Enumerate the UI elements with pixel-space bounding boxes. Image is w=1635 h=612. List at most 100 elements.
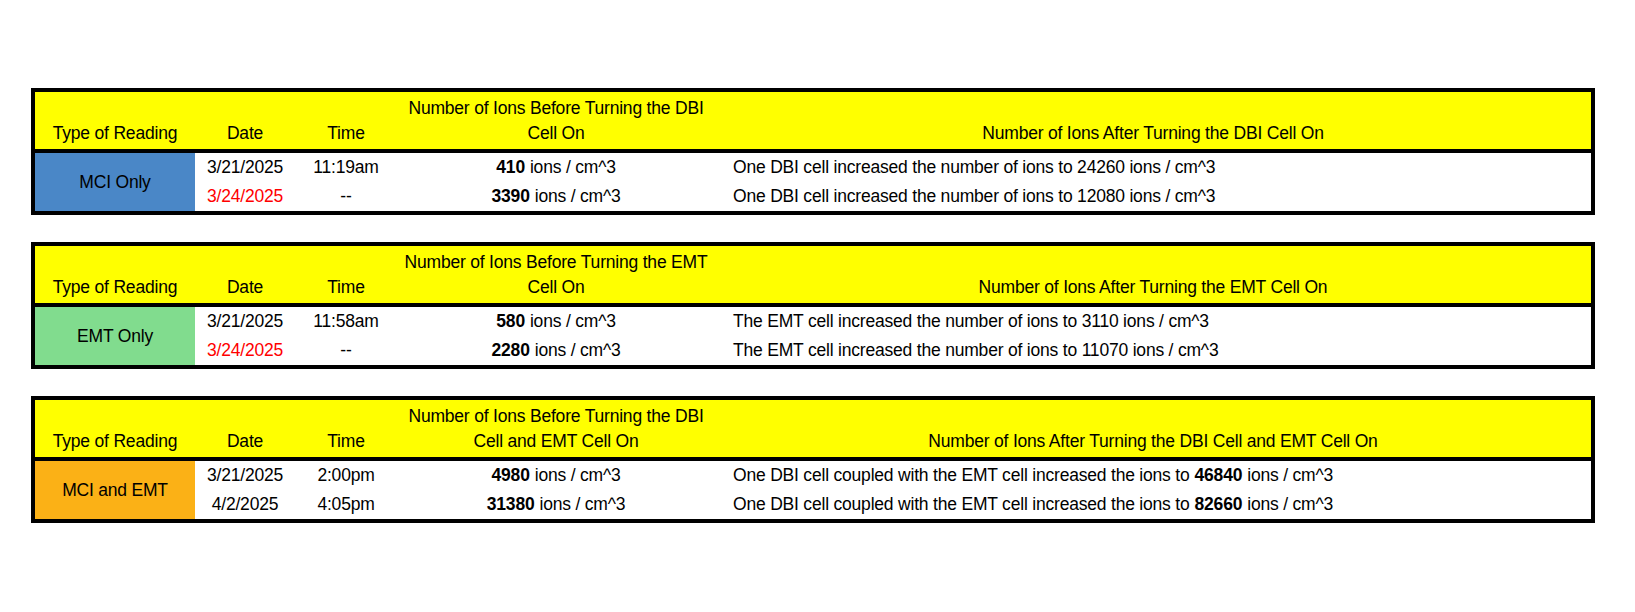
table-mci-header-row: Type of Reading Date Time Number of Ions… [35,92,1591,149]
time-value: -- [340,340,351,361]
before-title-line2: Cell and EMT Cell On [474,429,639,454]
type-cell-mci-only: MCI Only [35,153,195,211]
ions-before-unit: ions / cm^3 [535,186,621,207]
before-title-line1: Number of Ions Before Turning the DBI [408,96,703,121]
ions-after-text: One DBI cell coupled with the EMT cell i… [733,465,1190,486]
ions-after-text: One DBI cell increased the number of ion… [733,186,1215,207]
col-header-type-of-reading: Type of Reading [35,246,195,303]
time-value: 11:58am [313,311,378,332]
date-value: 3/21/2025 [207,311,283,332]
ions-after-text: The EMT cell increased the number of ion… [733,311,1209,332]
col-header-time: Time [295,246,397,303]
after-title: Number of Ions After Turning the DBI Cel… [928,429,1377,454]
col-header-ions-after: Number of Ions After Turning the EMT Cel… [715,246,1591,303]
time-cell: 11:58am [295,307,397,336]
before-title-line2: Cell On [528,275,585,300]
page: Type of Reading Date Time Number of Ions… [0,0,1635,612]
col-header-date: Date [195,246,295,303]
col-header-label: Date [227,275,263,300]
ions-after-text: One DBI cell increased the number of ion… [733,157,1215,178]
date-value: 3/21/2025 [207,465,283,486]
date-cell: 3/21/2025 [195,461,295,490]
type-cell-emt-only: EMT Only [35,307,195,365]
before-title-line1: Number of Ions Before Turning the EMT [405,250,708,275]
ions-before-value: 3390 [492,186,530,207]
col-header-label: Type of Reading [53,121,177,146]
ions-after-cell: The EMT cell increased the number of ion… [715,307,1591,336]
before-title-line1: Number of Ions Before Turning the DBI [408,404,703,429]
col-header-label: Time [327,121,364,146]
col-header-ions-before: Number of Ions Before Turning the DBI Ce… [397,400,715,457]
ions-before-unit: ions / cm^3 [539,494,625,515]
date-cell: 4/2/2025 [195,490,295,519]
table-mci-and-emt: Type of Reading Date Time Number of Ions… [31,396,1595,523]
table-mci-emt-body: MCI and EMT 3/21/2025 2:00pm 4980ions / … [35,457,1591,519]
time-value: 2:00pm [317,465,374,486]
table-emt-body: EMT Only 3/21/2025 11:58am 580ions / cm^… [35,303,1591,365]
ions-before-unit: ions / cm^3 [535,465,621,486]
col-header-label: Type of Reading [53,275,177,300]
ions-after-value: 82660 [1195,494,1243,515]
ions-before-value: 410 [496,157,525,178]
table-mci-body: MCI Only 3/21/2025 11:19am 410ions / cm^… [35,149,1591,211]
col-header-type-of-reading: Type of Reading [35,400,195,457]
col-header-label: Time [327,429,364,454]
table-mci-only: Type of Reading Date Time Number of Ions… [31,88,1595,215]
ions-before-cell: 31380ions / cm^3 [397,490,715,519]
col-header-label: Date [227,121,263,146]
col-header-label: Type of Reading [53,429,177,454]
ions-after-cell: One DBI cell increased the number of ion… [715,153,1591,182]
col-header-date: Date [195,92,295,149]
col-header-ions-after: Number of Ions After Turning the DBI Cel… [715,400,1591,457]
ions-before-cell: 580ions / cm^3 [397,307,715,336]
ions-before-cell: 3390ions / cm^3 [397,182,715,211]
ions-before-unit: ions / cm^3 [530,311,616,332]
ions-before-value: 31380 [487,494,535,515]
time-cell: -- [295,336,397,365]
col-header-label: Time [327,275,364,300]
time-cell: 4:05pm [295,490,397,519]
before-title-line2: Cell On [528,121,585,146]
ions-after-cell: One DBI cell increased the number of ion… [715,182,1591,211]
ions-after-text: One DBI cell coupled with the EMT cell i… [733,494,1190,515]
ions-before-unit: ions / cm^3 [530,157,616,178]
ions-before-unit: ions / cm^3 [535,340,621,361]
ions-after-unit: ions / cm^3 [1247,465,1333,486]
ions-before-cell: 410ions / cm^3 [397,153,715,182]
ions-before-cell: 2280ions / cm^3 [397,336,715,365]
col-header-label: Date [227,429,263,454]
date-cell: 3/24/2025 [195,182,295,211]
type-cell-mci-and-emt: MCI and EMT [35,461,195,519]
date-value: 3/24/2025 [207,186,283,207]
date-cell: 3/21/2025 [195,307,295,336]
col-header-time: Time [295,92,397,149]
date-cell: 3/24/2025 [195,336,295,365]
ions-before-value: 2280 [492,340,530,361]
ions-before-value: 4980 [492,465,530,486]
after-title: Number of Ions After Turning the EMT Cel… [979,275,1328,300]
type-label: MCI Only [79,172,150,193]
date-cell: 3/21/2025 [195,153,295,182]
date-value: 3/24/2025 [207,340,283,361]
ions-after-cell: The EMT cell increased the number of ion… [715,336,1591,365]
ions-after-cell: One DBI cell coupled with the EMT cell i… [715,461,1591,490]
col-header-ions-after: Number of Ions After Turning the DBI Cel… [715,92,1591,149]
col-header-time: Time [295,400,397,457]
time-cell: 2:00pm [295,461,397,490]
col-header-ions-before: Number of Ions Before Turning the EMT Ce… [397,246,715,303]
table-mci-emt-header-row: Type of Reading Date Time Number of Ions… [35,400,1591,457]
ions-after-cell: One DBI cell coupled with the EMT cell i… [715,490,1591,519]
ions-after-value: 46840 [1195,465,1243,486]
table-emt-only: Type of Reading Date Time Number of Ions… [31,242,1595,369]
date-value: 3/21/2025 [207,157,283,178]
tables-container: Type of Reading Date Time Number of Ions… [31,88,1595,550]
col-header-ions-before: Number of Ions Before Turning the DBI Ce… [397,92,715,149]
ions-before-value: 580 [496,311,525,332]
time-cell: 11:19am [295,153,397,182]
time-cell: -- [295,182,397,211]
ions-after-text: The EMT cell increased the number of ion… [733,340,1218,361]
time-value: 4:05pm [317,494,374,515]
table-emt-header-row: Type of Reading Date Time Number of Ions… [35,246,1591,303]
time-value: -- [340,186,351,207]
date-value: 4/2/2025 [212,494,279,515]
